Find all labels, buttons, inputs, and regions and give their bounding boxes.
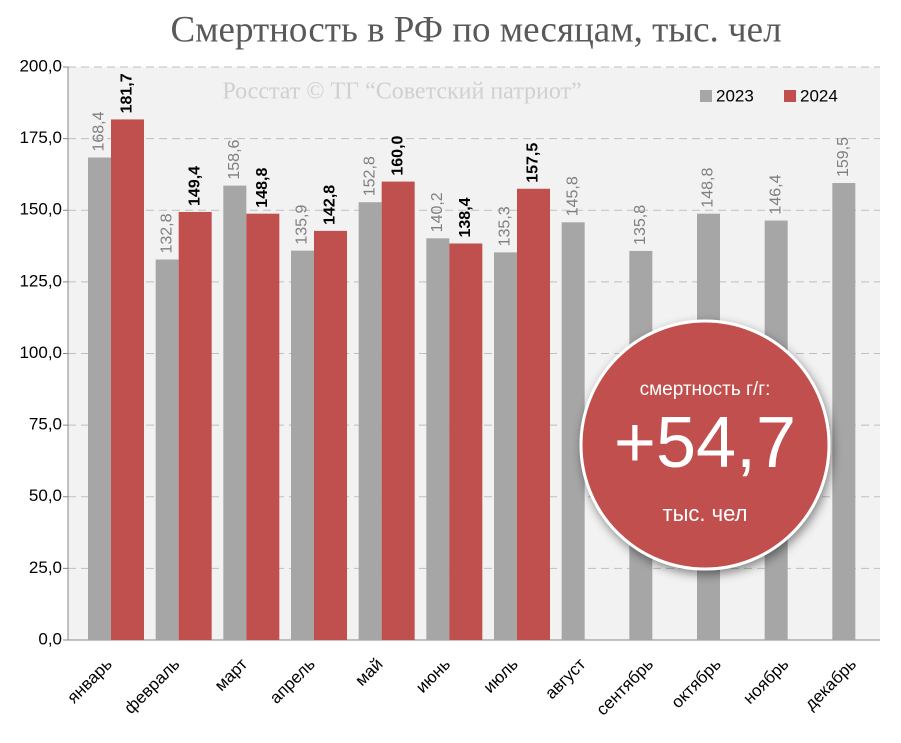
y-tick-label: 25,0: [29, 558, 62, 577]
y-tick-label: 125,0: [19, 271, 62, 290]
bar: [561, 222, 585, 640]
bar: [88, 157, 111, 640]
x-tick-label: март: [211, 654, 251, 694]
value-label: 168,4: [91, 111, 108, 151]
legend-label: 2024: [800, 86, 838, 105]
value-label: 157,5: [525, 143, 542, 183]
x-tick-label: октябрь: [667, 654, 724, 711]
value-label: 142,8: [322, 185, 339, 225]
highlight-circle: [579, 319, 831, 571]
bar: [449, 243, 483, 640]
highlight-unit: тыс. чел: [663, 501, 748, 526]
bar: [155, 259, 179, 640]
y-tick-label: 75,0: [29, 415, 62, 434]
bar: [246, 213, 280, 641]
bar: [358, 202, 382, 640]
bar: [314, 230, 347, 641]
value-label: 160,0: [389, 135, 406, 175]
legend-swatch: [784, 90, 796, 102]
watermark: Росстат © ТГ “Советский патриот”: [222, 79, 581, 105]
x-tick-label: июль: [480, 654, 522, 696]
x-tick-label: декабрь: [801, 654, 860, 713]
bar: [426, 238, 450, 640]
legend-label: 2023: [716, 86, 754, 105]
value-label: 152,8: [361, 156, 378, 196]
value-label: 132,8: [158, 213, 175, 253]
value-label: 140,2: [429, 192, 446, 232]
highlight-value: +54,7: [614, 403, 796, 483]
y-tick-label: 175,0: [19, 128, 62, 147]
value-label: 148,8: [254, 168, 271, 208]
bar: [291, 250, 314, 641]
y-tick-label: 0,0: [38, 629, 62, 648]
y-tick-label: 100,0: [19, 343, 62, 362]
x-tick-label: сентябрь: [593, 654, 658, 719]
x-tick-label: август: [541, 654, 589, 702]
value-label: 149,4: [186, 166, 203, 206]
x-tick-label: январь: [63, 654, 116, 707]
value-label: 145,8: [564, 176, 581, 216]
value-label: 159,5: [835, 137, 852, 177]
x-tick-label: февраль: [120, 654, 183, 717]
bar: [111, 119, 144, 640]
value-label: 158,6: [226, 139, 243, 179]
value-label: 146,4: [767, 174, 784, 214]
bar: [517, 188, 550, 640]
bar: [223, 185, 247, 640]
x-tick-label: июнь: [412, 654, 454, 696]
value-label: 138,4: [457, 197, 474, 237]
value-label: 135,8: [632, 205, 649, 245]
value-label: 135,9: [294, 205, 311, 245]
y-tick-label: 200,0: [19, 56, 62, 75]
bar: [832, 183, 856, 640]
bar: [178, 211, 212, 640]
y-tick-label: 50,0: [29, 486, 62, 505]
x-tick-label: ноябрь: [739, 654, 792, 707]
value-label: 148,8: [700, 168, 717, 208]
y-tick-label: 150,0: [19, 200, 62, 219]
x-tick-label: май: [351, 655, 386, 690]
legend-swatch: [700, 90, 712, 102]
bar: [494, 252, 517, 641]
chart-title: Смертность в РФ по месяцам, тыс. чел: [170, 9, 781, 50]
highlight-caption: смертность г/г:: [640, 379, 771, 400]
value-label: 135,3: [497, 206, 514, 246]
bar: [381, 181, 415, 640]
x-tick-label: апрель: [266, 654, 319, 707]
value-label: 181,7: [119, 73, 136, 113]
